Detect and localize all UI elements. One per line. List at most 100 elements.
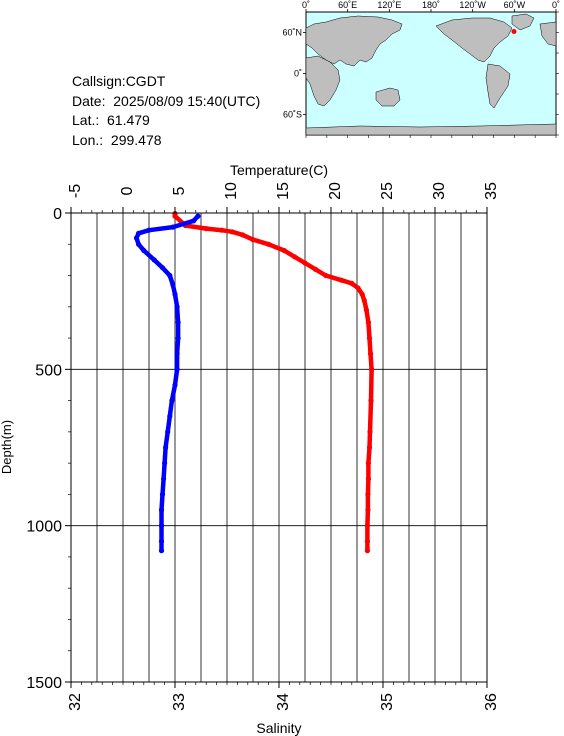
- salinity-data-point: [191, 218, 197, 224]
- salinity-tick-label: 35: [379, 693, 396, 711]
- temperature-data-point: [219, 227, 225, 233]
- north-america-landmass: [435, 17, 513, 63]
- salinity-data-point: [170, 282, 176, 288]
- temperature-data-point: [323, 272, 329, 279]
- salinity-tick-label: 33: [171, 693, 188, 711]
- salinity-data-point: [174, 351, 180, 357]
- depth-tick-label: 1000: [26, 519, 62, 536]
- callsign-text: Callsign:CGDT: [72, 73, 166, 89]
- salinity-data-point: [174, 366, 180, 372]
- map-lon-label: 180˚: [422, 0, 440, 10]
- south-america-landmass: [485, 63, 511, 109]
- temperature-data-point: [367, 429, 373, 435]
- salinity-data-point: [165, 429, 171, 435]
- greenland-landmass: [511, 13, 535, 31]
- map-lon-label: 60˚W: [504, 0, 526, 10]
- temperature-data-point: [368, 398, 374, 404]
- temperature-profile-line: [172, 211, 374, 553]
- salinity-tick-label: 34: [275, 693, 292, 711]
- salinity-data-point: [167, 413, 173, 419]
- temperature-data-point: [364, 523, 370, 529]
- salinity-tick-label: 36: [483, 693, 500, 711]
- salinity-data-point: [146, 227, 152, 233]
- temperature-tick-label: 25: [379, 182, 396, 200]
- temperature-tick-label: 30: [431, 182, 448, 200]
- temperature-tick-label: 0: [119, 186, 136, 195]
- salinity-axis-label: Salinity: [256, 720, 301, 736]
- salinity-data-point: [170, 224, 176, 230]
- temperature-data-point: [240, 232, 246, 238]
- world-map: 0˚ 60˚E 120˚E 180˚ 120˚W 60˚W 0˚ 60˚N 0˚ 60˚S: [282, 0, 560, 138]
- salinity-data-point: [167, 272, 173, 279]
- temperature-data-point: [349, 280, 355, 286]
- depth-axis-label: Depth(m): [0, 420, 14, 474]
- depth-tick-label: 1500: [26, 675, 62, 692]
- salinity-data-point: [158, 538, 165, 544]
- plot-axes: -5 0 5 10 15 20 25 30 35 32 33 34 35 36 0 500 1000 1500: [26, 182, 500, 711]
- temperature-tick-label: 35: [483, 182, 500, 200]
- temperature-data-point: [302, 260, 308, 266]
- float-info: Callsign:CGDT Date: 2025/08/09 15:40(UTC…: [72, 72, 260, 150]
- temperature-tick-label: 5: [171, 186, 188, 195]
- salinity-data-point: [141, 247, 147, 254]
- map-lat-label: 0˚: [294, 69, 302, 79]
- salinity-data-point: [136, 230, 142, 236]
- temperature-tick-label: 20: [327, 182, 344, 200]
- temperature-data-point: [361, 297, 367, 304]
- africa-landmass: [305, 55, 341, 107]
- salinity-data-point: [133, 235, 140, 241]
- temperature-data-point: [172, 213, 178, 219]
- salinity-data-point: [175, 319, 181, 325]
- temperature-data-point: [338, 277, 344, 283]
- map-lon-label: 0˚: [302, 0, 310, 10]
- salinity-data-point: [159, 265, 166, 271]
- temperature-data-point: [312, 266, 318, 272]
- temperature-data-point: [229, 229, 235, 235]
- salinity-data-point: [169, 398, 175, 404]
- temperature-data-point: [355, 285, 361, 291]
- map-lon-label: 120˚W: [459, 0, 486, 10]
- temperature-data-point: [367, 351, 374, 357]
- temperature-data-point: [281, 247, 287, 254]
- salinity-data-point: [159, 491, 166, 497]
- temperature-data-point: [365, 507, 371, 513]
- date-text: Date: 2025/08/09 15:40(UTC): [72, 92, 261, 109]
- australia-landmass: [375, 87, 401, 107]
- salinity-data-point: [163, 444, 169, 451]
- temperature-data-point: [365, 319, 371, 325]
- map-lon-label: 0˚: [552, 0, 560, 10]
- map-lat-label: 60˚N: [282, 28, 302, 38]
- salinity-data-point: [172, 291, 178, 297]
- salinity-tick-label: 32: [67, 693, 84, 711]
- salinity-data-point: [151, 257, 157, 263]
- salinity-data-point: [158, 548, 165, 554]
- longitude-text: Lon.: 299.478: [72, 131, 162, 148]
- map-land: [305, 13, 557, 136]
- temperature-tick-label: 10: [223, 182, 240, 200]
- salinity-data-point: [195, 213, 201, 219]
- temperature-data-point: [359, 291, 365, 297]
- salinity-data-point: [161, 476, 167, 482]
- temperature-data-point: [363, 307, 369, 313]
- salinity-data-point: [158, 507, 165, 513]
- temperature-axis-label: Temperature(C): [230, 162, 328, 178]
- temperature-data-point: [365, 491, 371, 497]
- salinity-data-point: [158, 523, 165, 529]
- temperature-data-point: [250, 237, 256, 243]
- map-lon-label: 60˚E: [338, 0, 357, 10]
- temperature-data-point: [365, 460, 371, 466]
- map-lat-label: 60˚S: [283, 110, 302, 120]
- salinity-data-point: [136, 241, 142, 247]
- salinity-data-point: [175, 335, 181, 341]
- temperature-data-point: [369, 366, 375, 372]
- salinity-data-point: [172, 382, 178, 388]
- temperature-data-point: [292, 254, 298, 260]
- temperature-data-point: [366, 335, 373, 341]
- temperature-data-point: [266, 241, 272, 247]
- temperature-data-point: [366, 444, 373, 451]
- salinity-data-point: [174, 304, 180, 310]
- temperature-data-point: [364, 548, 370, 554]
- depth-tick-label: 0: [53, 206, 62, 223]
- latitude-text: Lat.: 61.479: [72, 112, 150, 128]
